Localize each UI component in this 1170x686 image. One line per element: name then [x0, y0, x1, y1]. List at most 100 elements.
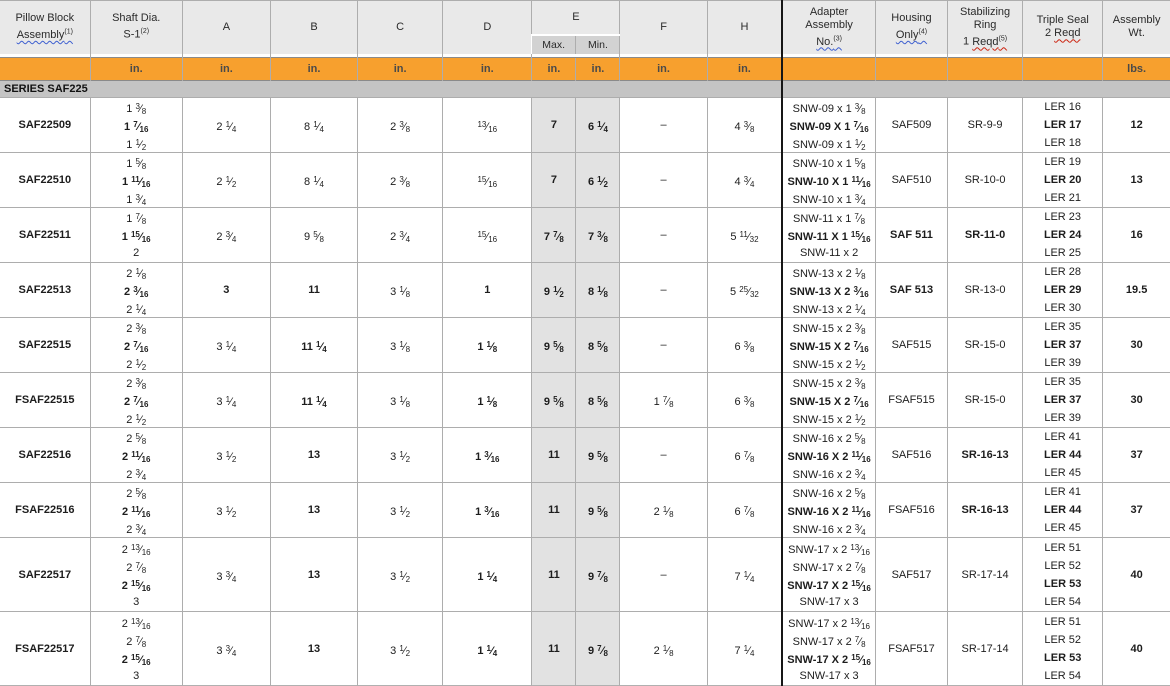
col-header-housing: Housing Only(4)	[874, 0, 948, 54]
cell-dim-e-min: 8 5⁄8	[575, 317, 620, 373]
cell-model: FSAF22517	[0, 611, 91, 686]
unit-cell-model	[0, 57, 91, 81]
cell-triple-seal: LER 51 LER 52 LER 53 LER 54	[1022, 611, 1103, 686]
cell-housing: SAF515	[874, 317, 948, 373]
col-header-shaft: Shaft Dia. S-1(2)	[89, 0, 183, 54]
cell-dim-h: 7 1⁄4	[706, 611, 784, 686]
cell-dim-a: 2 1⁄4	[181, 97, 271, 153]
table-row: SAF22509 1 3⁄8 1 7⁄16 1 1⁄2 2 1⁄4 8 1⁄4 2 3⁄8 1…	[0, 97, 1170, 153]
col-header-B: B	[269, 0, 358, 54]
cell-triple-seal: LER 41 LER 44 LER 45	[1022, 482, 1103, 538]
cell-stabilizing-ring: SR-11-0	[947, 207, 1023, 263]
unit-cell-wt: lbs.	[1102, 57, 1170, 81]
cell-stabilizing-ring: SR-13-0	[947, 262, 1023, 318]
cell-assembly-weight: 37	[1102, 427, 1170, 483]
top-edge-cell	[269, 53, 358, 58]
cell-model: SAF22513	[0, 262, 91, 318]
col-header-seal: Triple Seal 2 Reqd	[1022, 0, 1103, 54]
cell-model: SAF22509	[0, 97, 91, 153]
cell-model: SAF22515	[0, 317, 91, 373]
cell-shaft-dia: 2 1⁄8 2 3⁄16 2 1⁄4	[89, 262, 183, 318]
table-row: FSAF22515 2 3⁄8 2 7⁄16 2 1⁄2 3 1⁄4 11 1⁄4 3 1⁄…	[0, 372, 1170, 428]
top-edge-cell	[0, 53, 91, 58]
unit-cell-D: in.	[442, 57, 532, 81]
cell-dim-h: 6 3⁄8	[706, 372, 784, 428]
cell-dim-b: 11 1⁄4	[269, 372, 358, 428]
series-band-label: SERIES SAF225	[0, 80, 784, 98]
cell-triple-seal: LER 16 LER 17 LER 18	[1022, 97, 1103, 153]
cell-shaft-dia: 1 5⁄8 1 11⁄16 1 3⁄4	[89, 152, 183, 208]
unit-cell-Emax: in.	[531, 57, 576, 81]
cell-dim-f: 1 7⁄8	[619, 372, 708, 428]
table-top-edge	[0, 53, 1170, 58]
cell-stabilizing-ring: SR-16-13	[947, 427, 1023, 483]
cell-shaft-dia: 2 3⁄8 2 7⁄16 2 1⁄2	[89, 317, 183, 373]
table-row: SAF22513 2 1⁄8 2 3⁄16 2 1⁄4 3 11 3 1⁄8 1 9 1⁄2 8 …	[0, 262, 1170, 318]
cell-dim-e-max: 7 7⁄8	[531, 207, 576, 263]
cell-dim-c: 3 1⁄2	[357, 611, 443, 686]
cell-dim-d: 13⁄16	[442, 97, 532, 153]
cell-dim-e-max: 9 5⁄8	[531, 317, 576, 373]
cell-housing: SAF509	[874, 97, 948, 153]
cell-dim-b: 13	[269, 611, 358, 686]
subheader-min: Min.	[575, 34, 620, 54]
cell-dim-e-max: 11	[531, 427, 576, 483]
cell-shaft-dia: 1 3⁄8 1 7⁄16 1 1⁄2	[89, 97, 183, 153]
cell-adapter-assembly: SNW-16 x 2 5⁄8 SNW-16 X 2 11⁄16 SNW-16 x 2…	[781, 427, 876, 483]
table-row: FSAF22517 2 13⁄16 2 7⁄8 2 15⁄16 3 3 3⁄4 13 3 1⁄…	[0, 611, 1170, 686]
cell-housing: SAF 511	[874, 207, 948, 263]
cell-shaft-dia: 2 5⁄8 2 11⁄16 2 3⁄4	[89, 482, 183, 538]
cell-triple-seal: LER 28 LER 29 LER 30	[1022, 262, 1103, 318]
cell-stabilizing-ring: SR-17-14	[947, 537, 1023, 612]
cell-dim-e-max: 11	[531, 537, 576, 612]
cell-triple-seal: LER 35 LER 37 LER 39	[1022, 372, 1103, 428]
cell-dim-f: –	[619, 427, 708, 483]
cell-model: SAF22510	[0, 152, 91, 208]
cell-dim-e-min: 8 1⁄8	[575, 262, 620, 318]
cell-adapter-assembly: SNW-15 x 2 3⁄8 SNW-15 X 2 7⁄16 SNW-15 x 2 …	[781, 317, 876, 373]
table-row: SAF22517 2 13⁄16 2 7⁄8 2 15⁄16 3 3 3⁄4 13 3 1⁄2…	[0, 537, 1170, 612]
cell-dim-c: 3 1⁄2	[357, 427, 443, 483]
cell-assembly-weight: 16	[1102, 207, 1170, 263]
cell-dim-d: 1 1⁄4	[442, 611, 532, 686]
cell-housing: SAF516	[874, 427, 948, 483]
cell-dim-c: 2 3⁄8	[357, 97, 443, 153]
cell-housing: SAF510	[874, 152, 948, 208]
cell-dim-f: 2 1⁄8	[619, 482, 708, 538]
cell-dim-b: 11	[269, 262, 358, 318]
cell-dim-h: 7 1⁄4	[706, 537, 784, 612]
col-header-wt: Assembly Wt.	[1102, 0, 1170, 54]
cell-dim-f: –	[619, 207, 708, 263]
cell-dim-b: 11 1⁄4	[269, 317, 358, 373]
cell-dim-f: –	[619, 97, 708, 153]
cell-stabilizing-ring: SR-15-0	[947, 317, 1023, 373]
cell-housing: FSAF516	[874, 482, 948, 538]
cell-dim-b: 13	[269, 482, 358, 538]
cell-stabilizing-ring: SR-9-9	[947, 97, 1023, 153]
cell-housing: FSAF517	[874, 611, 948, 686]
cell-assembly-weight: 30	[1102, 372, 1170, 428]
cell-shaft-dia: 2 13⁄16 2 7⁄8 2 15⁄16 3	[89, 611, 183, 686]
cell-adapter-assembly: SNW-13 x 2 1⁄8 SNW-13 X 2 3⁄16 SNW-13 x 2 …	[781, 262, 876, 318]
cell-triple-seal: LER 41 LER 44 LER 45	[1022, 427, 1103, 483]
col-header-D: D	[442, 0, 532, 54]
unit-cell-H: in.	[706, 57, 784, 81]
col-header-C: C	[357, 0, 443, 54]
cell-dim-a: 2 3⁄4	[181, 207, 271, 263]
cell-dim-d: 1 1⁄8	[442, 317, 532, 373]
top-edge-cell	[89, 53, 183, 58]
cell-adapter-assembly: SNW-15 x 2 3⁄8 SNW-15 X 2 7⁄16 SNW-15 x 2 …	[781, 372, 876, 428]
cell-adapter-assembly: SNW-17 x 2 13⁄16 SNW-17 x 2 7⁄8 SNW-17 X 2…	[781, 537, 876, 612]
top-edge-cell	[531, 53, 620, 58]
top-edge-cell	[1022, 53, 1103, 58]
cell-triple-seal: LER 23 LER 24 LER 25	[1022, 207, 1103, 263]
col-header-E: E	[531, 0, 620, 36]
top-edge-cell	[619, 53, 708, 58]
cell-model: FSAF22515	[0, 372, 91, 428]
cell-dim-a: 3 3⁄4	[181, 611, 271, 686]
top-edge-cell	[947, 53, 1023, 58]
cell-dim-e-min: 8 5⁄8	[575, 372, 620, 428]
cell-stabilizing-ring: SR-17-14	[947, 611, 1023, 686]
cell-dim-d: 1 3⁄16	[442, 482, 532, 538]
cell-triple-seal: LER 51 LER 52 LER 53 LER 54	[1022, 537, 1103, 612]
